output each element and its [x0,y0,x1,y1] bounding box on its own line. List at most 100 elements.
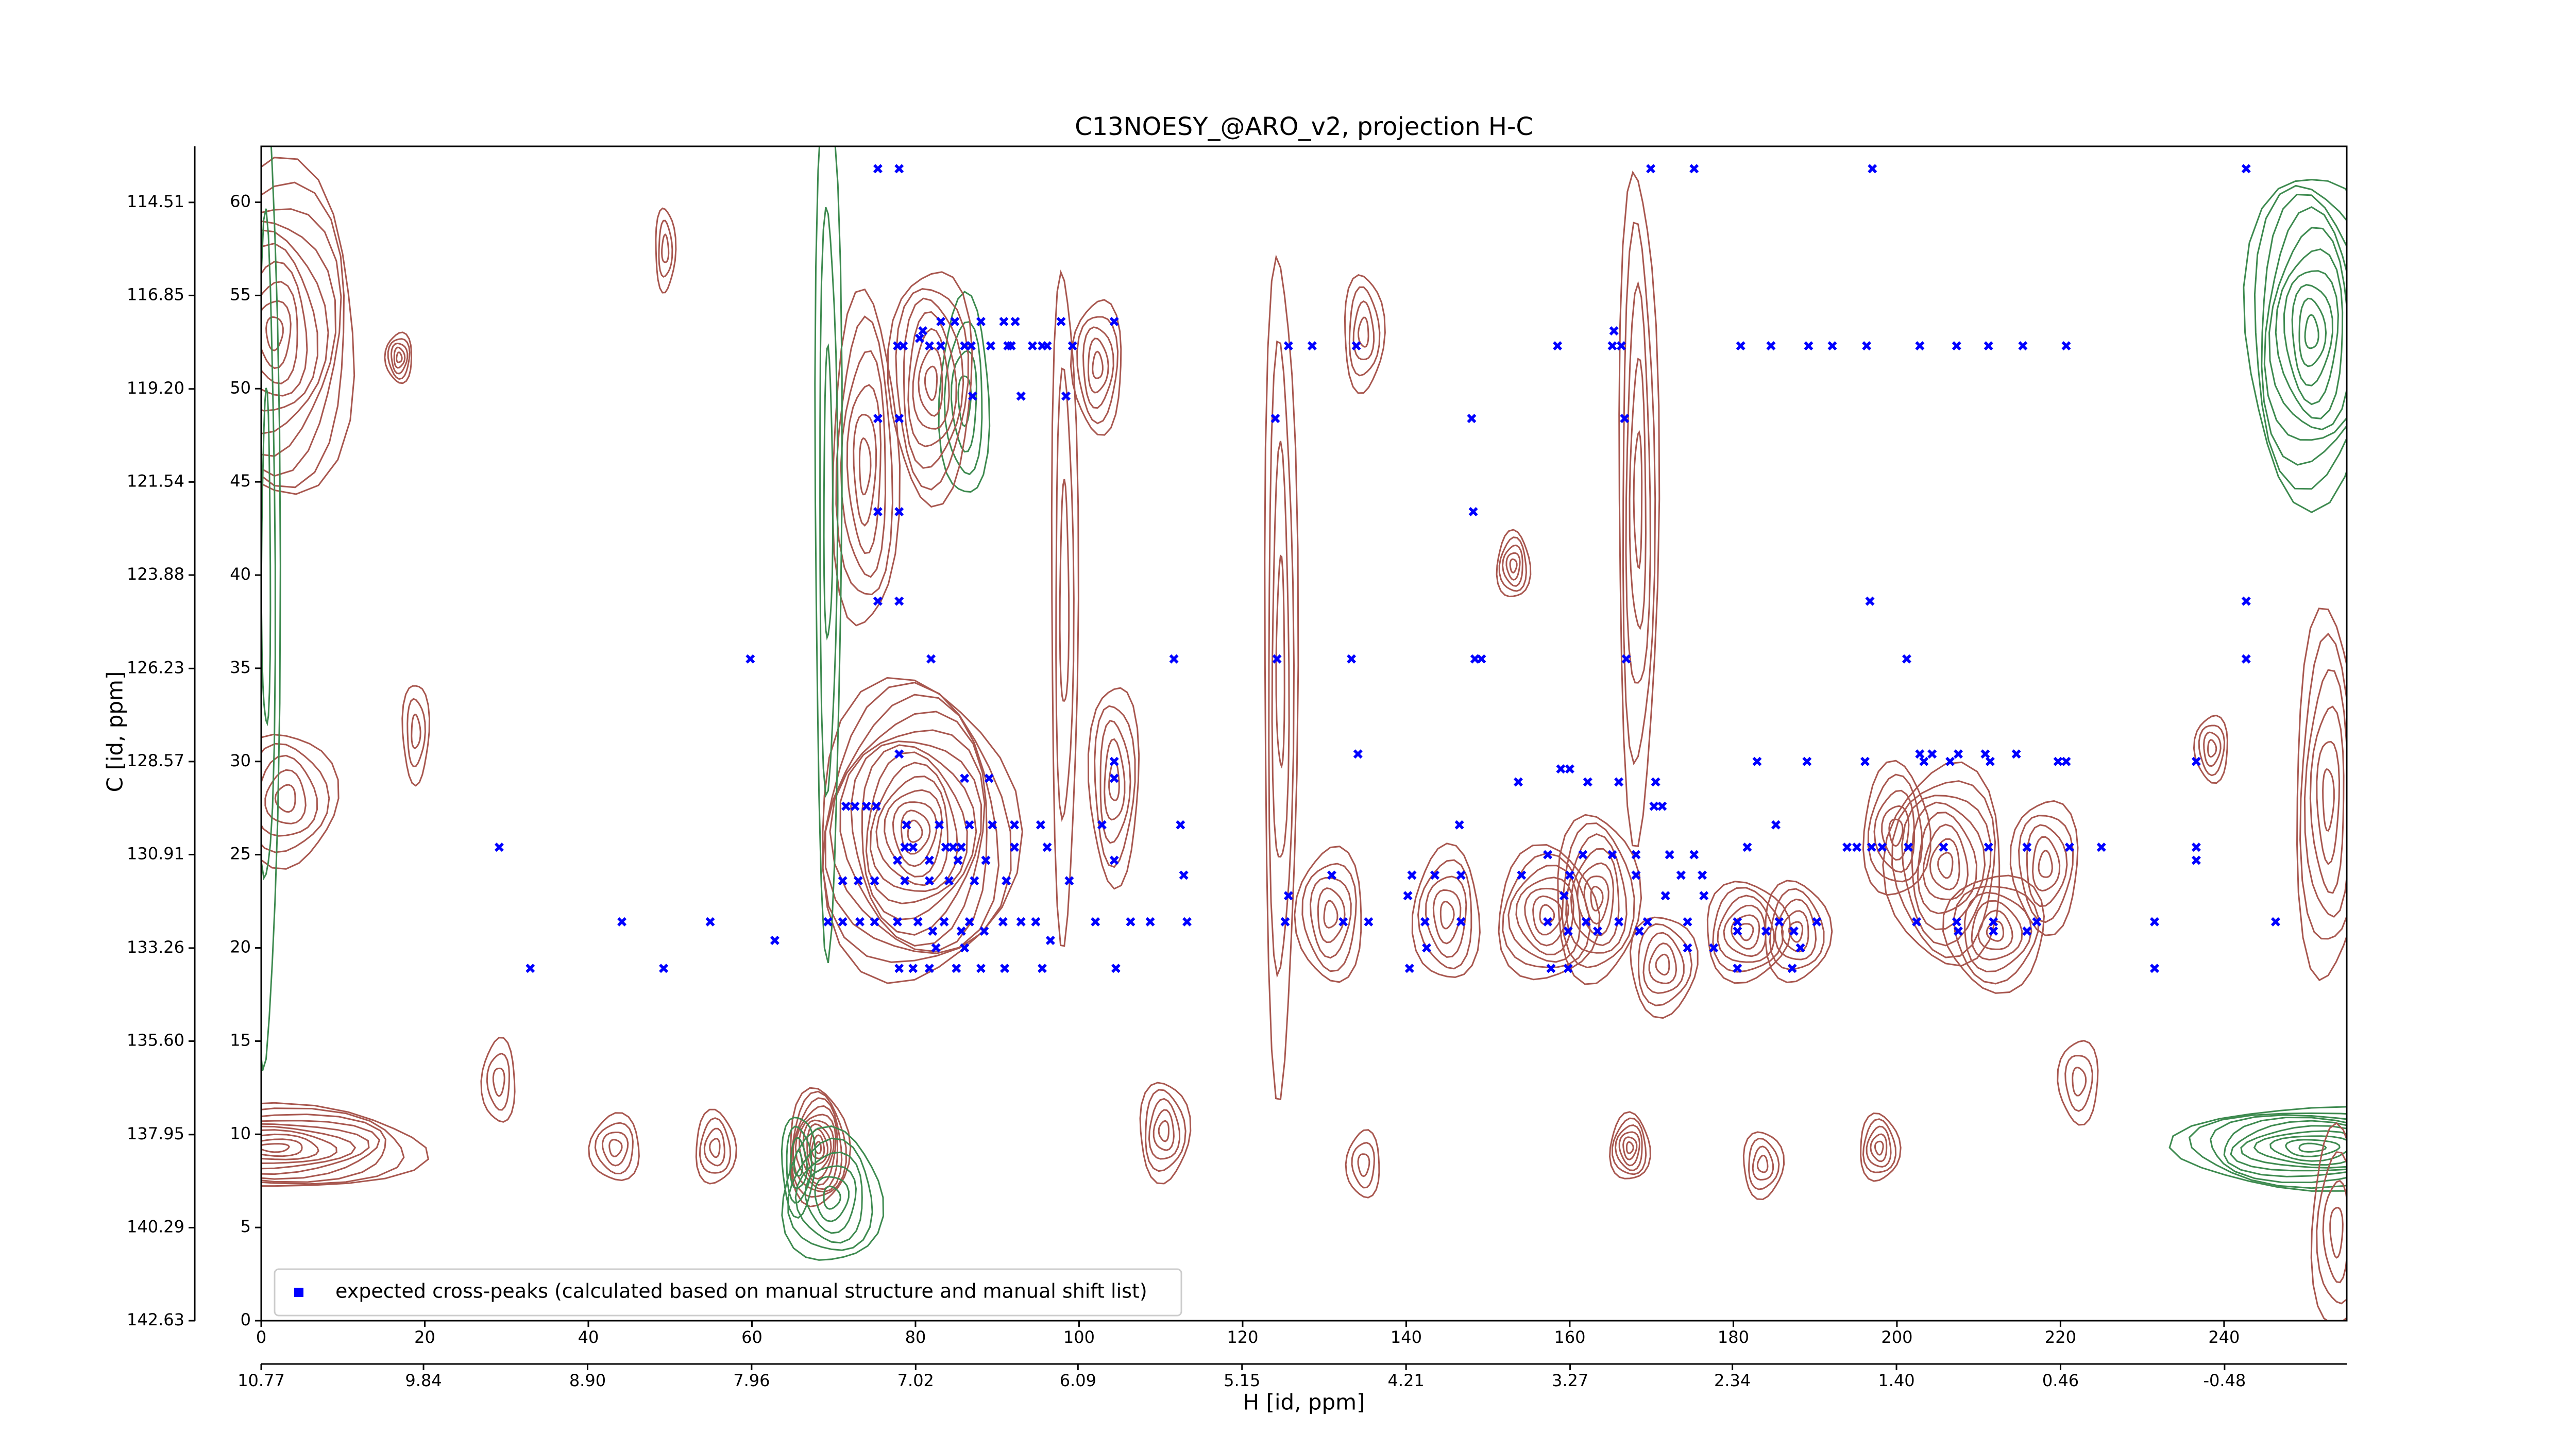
cross-peak [2241,164,2251,174]
contour [588,1112,640,1182]
cross-peak [1010,317,1020,327]
cross-peak [1067,341,1077,351]
contour [1937,852,1954,879]
y-tick-label: 0 [241,1310,251,1329]
y2-tick-label: 119.20 [127,378,184,398]
contour [1986,920,2005,942]
cross-peak [1456,917,1466,926]
contour [2268,227,2347,431]
contour [1577,862,1615,936]
y2-tick-label: 142.63 [127,1310,184,1329]
contour [787,1137,873,1251]
contour [2009,800,2079,936]
contour [261,1102,429,1187]
cross-peak [1347,654,1357,664]
cross-peak [1513,777,1523,787]
cross-peak [526,964,535,973]
x-tick-label: 100 [1063,1327,1095,1347]
contour [1706,881,1792,984]
contour [261,1133,319,1160]
contour [1570,848,1620,947]
cross-peak [1865,596,1875,606]
contour [1867,773,1923,883]
cross-peak [1430,870,1439,880]
contour [1873,789,1916,873]
contour [1509,558,1518,574]
cross-peak [953,855,963,865]
cross-peak [1795,943,1805,953]
cross-peak [1642,917,1652,926]
contour [1268,340,1295,978]
cross-peak [956,843,966,852]
contour [387,338,411,380]
cross-peak [1646,164,1656,174]
x2-tick-label: 6.09 [1060,1371,1096,1390]
contour [1104,738,1126,821]
contour [1917,812,1978,915]
cross-peak [1578,850,1588,860]
contour [1774,898,1817,961]
cross-peak [899,341,908,351]
cross-peak [1733,964,1742,973]
x-tick-label: 120 [1227,1327,1258,1347]
contour [1614,1124,1643,1171]
cross-peak [1283,891,1293,901]
y-tick-label: 40 [230,564,251,584]
contour [2057,1040,2099,1126]
cross-peak [924,855,934,865]
y2-tick-label: 121.54 [127,471,184,491]
cross-peak [2149,964,2159,973]
cross-peak [1789,926,1799,936]
cross-peak [1176,820,1185,830]
cross-peak [894,507,904,517]
cross-peak [1182,917,1192,926]
contour [480,1037,516,1123]
cross-peak [964,820,974,830]
contour [1275,554,1285,769]
cross-peak [1404,964,1414,973]
cross-peak [1984,843,1993,852]
contour [261,733,340,870]
cross-peak [1915,749,1925,759]
contour [2188,1112,2347,1189]
contour [1637,923,1693,1006]
contour [2198,724,2226,777]
cross-peak [1056,317,1066,327]
cross-peak [1657,801,1667,811]
y-tick-label: 50 [230,378,251,397]
cross-peak [1517,870,1527,880]
legend-label: expected cross-peaks (calculated based o… [335,1280,1147,1303]
cross-peak [1980,749,1990,759]
x-tick-label: 160 [1554,1327,1585,1347]
cross-peak [1307,341,1317,351]
cross-peak [1939,843,1948,852]
cross-peak [1660,891,1670,901]
contour [823,1185,841,1210]
x-tick-label: 220 [2045,1327,2076,1347]
cross-peak [914,333,924,343]
contour [1655,953,1670,976]
contour [703,1127,725,1167]
x-tick-label: 180 [1718,1327,1749,1347]
contour [1738,923,1754,941]
x-tick-label: 80 [905,1327,926,1347]
cross-peak [1698,870,1707,880]
cross-peak [984,773,994,783]
cross-peak [1902,654,1911,664]
contour [1788,921,1804,943]
contour [1748,1137,1780,1190]
y-tick-label: 45 [230,471,251,491]
cross-peak [1945,756,1955,766]
contour [835,315,894,596]
cross-peak [1614,777,1624,787]
contour [865,751,968,905]
contour [950,349,977,453]
cross-peak [2011,749,2021,759]
contour [1971,900,2023,961]
cross-peak [900,843,910,852]
x-tick-label: 200 [1881,1327,1912,1347]
x-tick-label: 60 [741,1327,762,1347]
cross-peak [1621,654,1631,664]
contour [2291,284,2334,386]
x-tick-label: 240 [2208,1327,2240,1347]
